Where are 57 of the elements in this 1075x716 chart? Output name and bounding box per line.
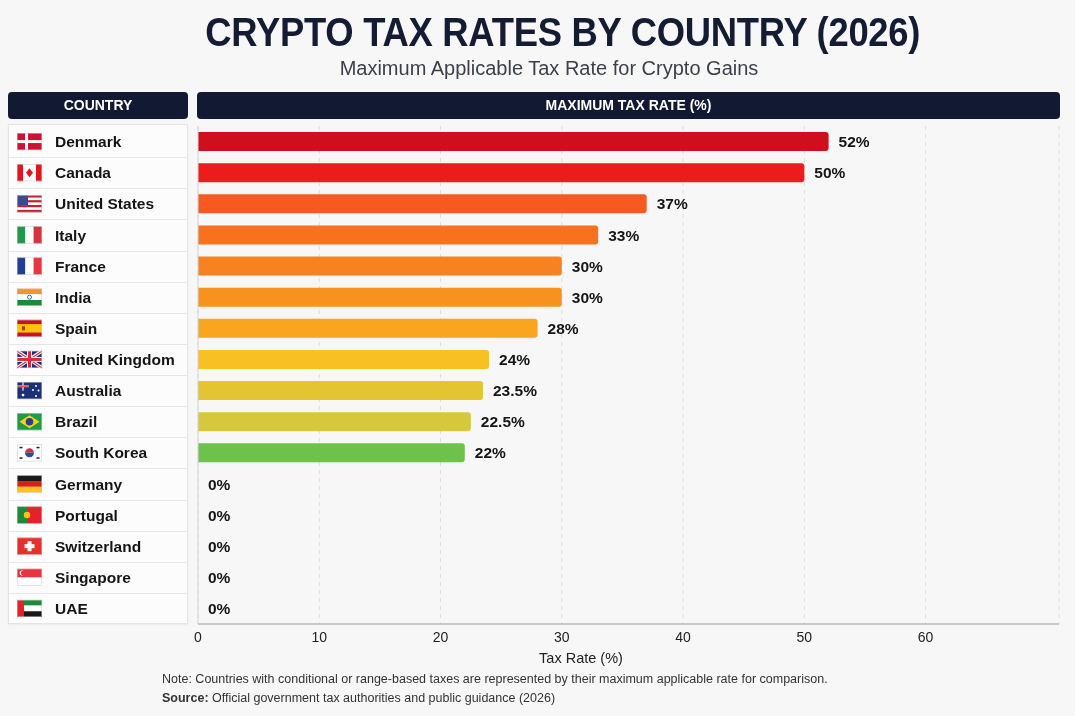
chart-subtitle: Maximum Applicable Tax Rate for Crypto Gains <box>338 57 760 80</box>
bar <box>198 443 465 463</box>
x-tick-label: 40 <box>675 628 692 645</box>
y-tick-label: UAE <box>55 600 88 618</box>
y-tick-label: United Kingdom <box>55 351 175 369</box>
data-label: 0% <box>208 475 231 493</box>
y-tick-label: Switzerland <box>55 537 142 555</box>
data-label: 0% <box>208 568 231 586</box>
y-tick-label: Australia <box>55 382 122 400</box>
data-label: 30% <box>571 288 604 306</box>
data-label: 0% <box>208 506 231 524</box>
data-label: 24% <box>499 351 531 369</box>
x-tick-label: 60 <box>917 628 934 645</box>
y-tick-label: Italy <box>55 226 87 244</box>
y-tick-label: Germany <box>55 475 123 493</box>
bar <box>198 132 829 151</box>
bar <box>198 225 599 245</box>
data-label: 50% <box>814 164 846 182</box>
x-tick-label: 50 <box>796 628 813 645</box>
source-note: Source: Official government tax authorities and public guidance (2026) <box>162 691 556 705</box>
x-tick-label: 20 <box>432 628 449 645</box>
data-label: 0% <box>208 600 231 618</box>
y-tick-label: France <box>55 257 107 275</box>
bar <box>198 318 538 338</box>
y-tick-label: Portugal <box>55 506 118 524</box>
data-label: 23.5% <box>492 382 538 400</box>
bar <box>198 412 471 432</box>
x-axis-title: Tax Rate (%) <box>538 650 624 666</box>
y-axis-title: COUNTRY <box>8 92 188 119</box>
data-label: 33% <box>608 226 640 244</box>
y-tick-label: India <box>55 288 92 306</box>
y-tick-label: Spain <box>55 319 98 337</box>
x-tick-label: 30 <box>554 628 570 645</box>
data-label: 28% <box>547 319 579 337</box>
data-label: 22.5% <box>480 413 526 431</box>
bar <box>198 194 647 214</box>
y-tick-label: Denmark <box>55 133 122 151</box>
text: Note: Countries with conditional or range-based taxes are represented by their maximum applicable rate for comparison. <box>162 672 828 686</box>
y-tick-label: South Korea <box>55 444 148 462</box>
data-label: 30% <box>571 257 604 275</box>
data-label: 22% <box>474 444 507 462</box>
data-label: 0% <box>208 537 231 555</box>
bar <box>198 256 562 276</box>
bar <box>198 381 483 400</box>
x2-axis-title: MAXIMUM TAX RATE (%) <box>197 92 1060 119</box>
data-label: 52% <box>838 133 870 151</box>
y-tick-label: Singapore <box>55 568 132 586</box>
y-tick-label: Brazil <box>55 413 98 431</box>
bar <box>198 287 562 307</box>
x-tick-label: 10 <box>311 628 328 645</box>
chart-title: CRYPTO TAX RATES BY COUNTRY (2026) <box>205 10 920 55</box>
data-label: 37% <box>656 195 688 213</box>
x-tick-label: 0 <box>194 628 203 645</box>
bar <box>198 163 805 183</box>
y-tick-label: Canada <box>55 164 112 182</box>
bar <box>198 349 490 369</box>
y-tick-label: United States <box>55 195 155 213</box>
